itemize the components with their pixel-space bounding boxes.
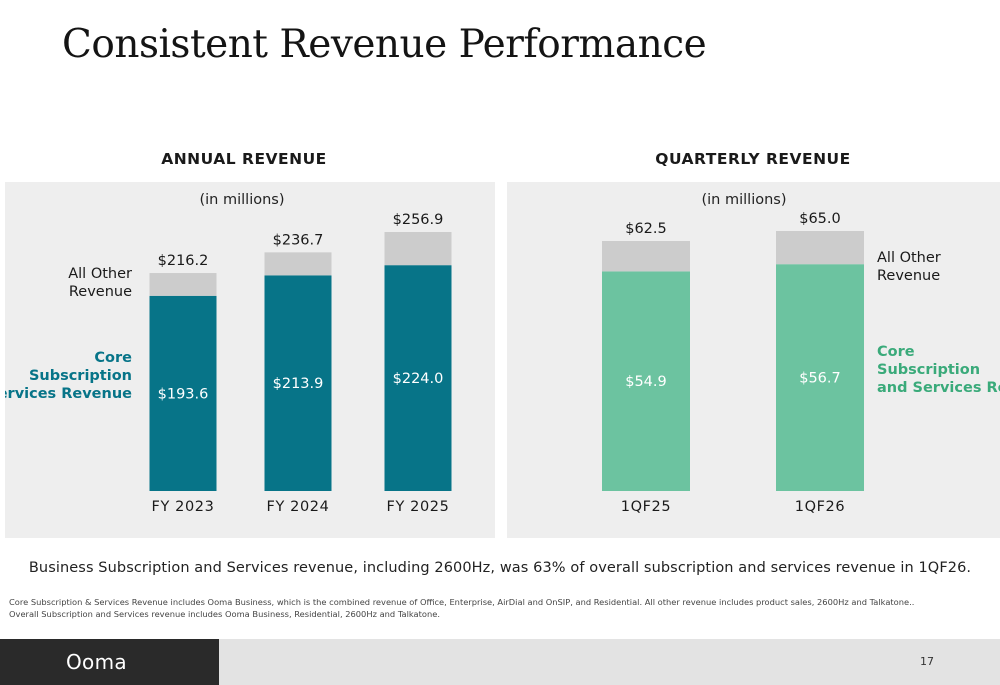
total-value-label: $216.2 [158,253,209,269]
total-value-label: $65.0 [799,211,841,227]
core-revenue-bar [602,271,690,491]
core-value-label: $224.0 [393,371,444,387]
footnote-line: Core Subscription & Services Revenue inc… [9,597,915,607]
footnote-line: Overall Subscription and Services revenu… [9,608,440,619]
footnote-small: Core Subscription & Services Revenue inc… [9,597,914,620]
core-value-label: $56.7 [799,371,841,387]
footer-bar: Ooma 17 [0,639,1000,685]
page-title: Consistent Revenue Performance [62,22,707,67]
x-tick-label: FY 2023 [152,499,215,515]
quarterly-revenue-heading: QUARTERLY REVENUE [655,150,851,168]
legend-all-other-revenue: All Other Revenue [68,266,132,300]
total-value-label: $62.5 [625,221,667,237]
core-revenue-bar [264,275,332,491]
page-number: 17 [920,655,934,668]
other-revenue-bar [384,232,452,266]
x-tick-label: 1QF25 [621,499,671,515]
core-value-label: $54.9 [625,374,667,390]
core-revenue-bar [149,295,217,491]
other-revenue-bar [264,252,332,276]
annual-revenue-heading: ANNUAL REVENUE [161,150,327,168]
core-revenue-bar [776,264,864,491]
other-revenue-bar [149,273,217,296]
other-revenue-bar [602,241,690,272]
quarterly-revenue-chart: (in millions) $54.9 $62.5 1QF25 $56.7 $65.0 1Q… [602,192,1000,515]
other-revenue-bar [776,231,864,265]
x-tick-label: 1QF26 [795,499,845,515]
chart-subtitle: (in millions) [702,192,787,208]
chart-subtitle: (in millions) [200,192,285,208]
legend-all-other-revenue: All Other Revenue [877,250,941,284]
quarterly-revenue-panel: (in millions) $54.9 $62.5 1QF25 $56.7 $65.0 1Q… [507,182,1000,538]
total-value-label: $256.9 [393,212,444,228]
annual-revenue-chart: (in millions) $193.6 $216.2 FY 2023 $213.9 $2… [5,192,452,515]
total-value-label: $236.7 [273,232,324,248]
x-tick-label: FY 2025 [387,499,450,515]
brand-logo: Ooma [0,639,219,685]
x-tick-label: FY 2024 [267,499,330,515]
core-value-label: $193.6 [158,386,209,402]
footnote-main: Business Subscription and Services reven… [28,560,972,576]
core-value-label: $213.9 [273,376,324,392]
core-revenue-bar [384,265,452,491]
annual-revenue-panel: (in millions) $193.6 $216.2 FY 2023 $213.9 $2… [5,182,495,538]
